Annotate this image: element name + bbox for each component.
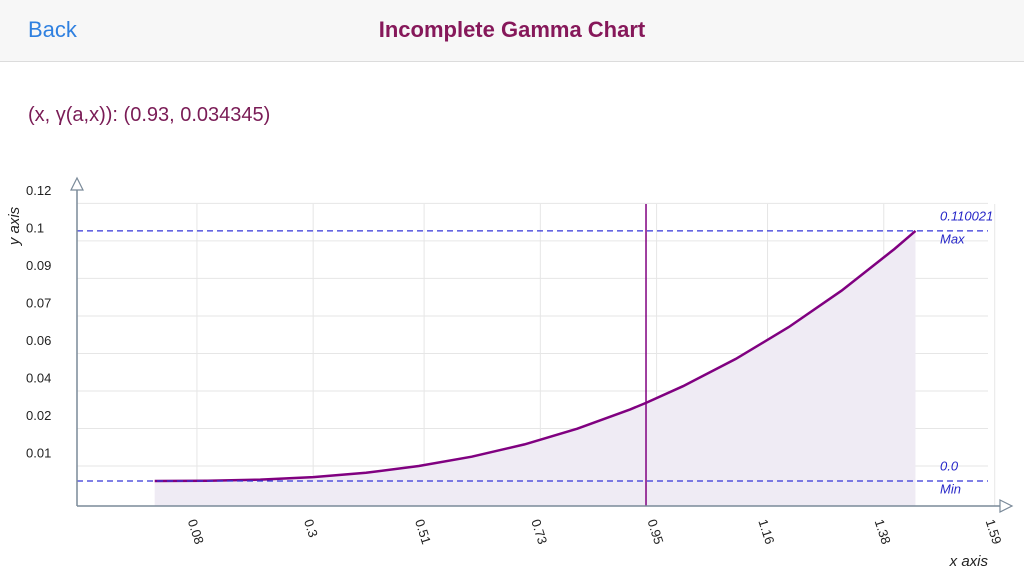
x-tick-label: 0.08: [185, 517, 207, 546]
y-axis-arrow: [70, 176, 84, 191]
min-line-name: Min: [940, 481, 961, 496]
curve: [154, 229, 917, 483]
y-tick-label: 0.06: [26, 333, 51, 348]
y-tick-label: 0.1: [26, 220, 44, 235]
max-line-name: Max: [940, 231, 965, 246]
nav-title: Incomplete Gamma Chart: [378, 17, 646, 42]
nav-bar: Back Incomplete Gamma Chart: [0, 0, 1024, 62]
y-tick-label: 0.07: [26, 295, 51, 310]
y-tick-label: 0.04: [26, 370, 51, 385]
back-button[interactable]: Back: [28, 17, 77, 42]
x-tick-label: 1.16: [755, 517, 777, 546]
x-tick-label: 1.59: [983, 517, 1005, 546]
min-line-value: 0.0: [940, 458, 959, 473]
x-tick-label: 0.95: [644, 517, 666, 546]
y-tick-label: 0.12: [26, 183, 51, 198]
x-tick-label: 0.51: [412, 517, 434, 546]
y-tick-label: 0.01: [26, 445, 51, 460]
max-line-value: 0.110021: [940, 208, 993, 223]
x-axis-arrow: [999, 499, 1014, 513]
x-tick-label: 0.3: [301, 517, 321, 539]
area: [154, 230, 916, 506]
y-tick-label: 0.02: [26, 408, 51, 423]
x-axis-label: x axis: [949, 553, 989, 570]
x-tick-label: 0.73: [528, 517, 550, 546]
readout: (x, γ(a,x)): (0.93, 0.034345): [28, 104, 271, 126]
x-tick-label: 1.38: [872, 517, 894, 546]
y-tick-label: 0.09: [26, 258, 51, 273]
y-axis-label: y axis: [6, 206, 23, 246]
